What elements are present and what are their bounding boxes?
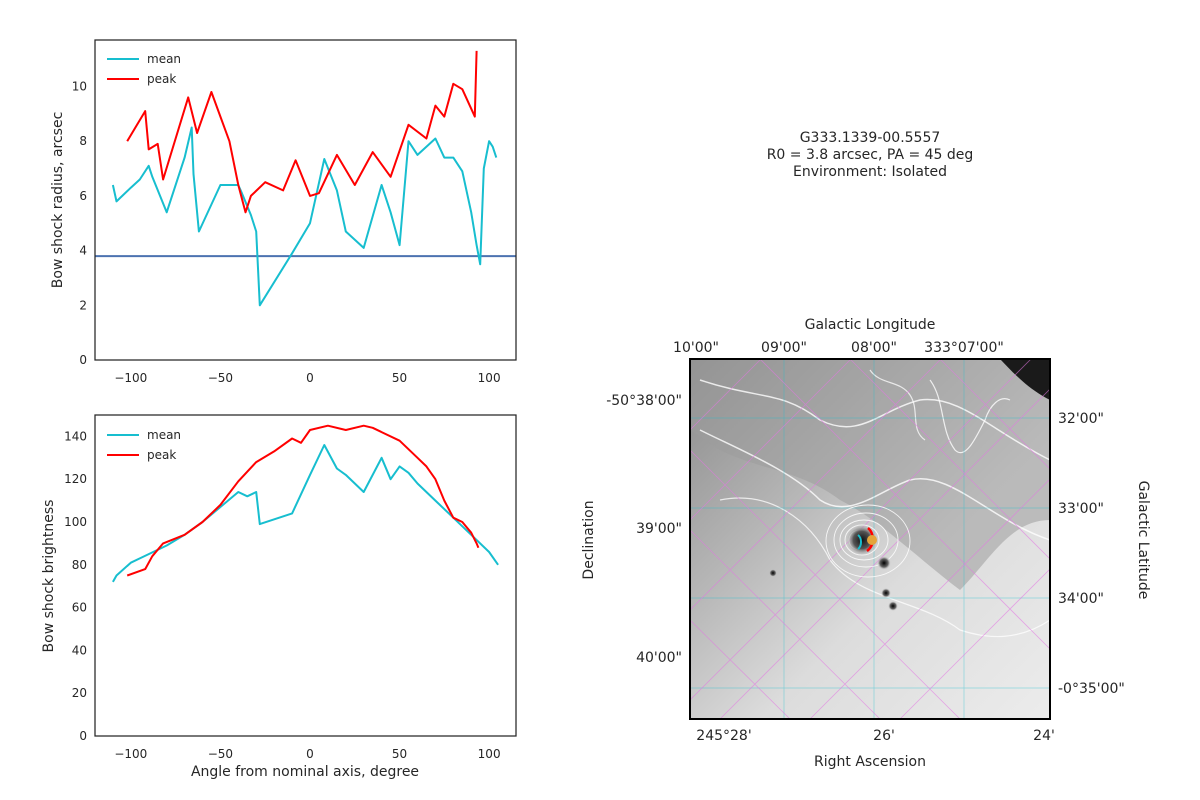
sky-title: G333.1339-00.5557 R0 = 3.8 arcsec, PA = … bbox=[767, 130, 974, 180]
sky-corner-dark bbox=[1000, 359, 1050, 400]
sky-bottom-tick: 26' bbox=[873, 728, 895, 744]
legend-peak-label: peak bbox=[147, 448, 176, 462]
sky-ra-label: Right Ascension bbox=[814, 754, 926, 770]
sky-image bbox=[690, 359, 1050, 719]
sky-left-tick: 40'00" bbox=[636, 650, 682, 666]
y-tick-label: 4 bbox=[79, 244, 87, 258]
sky-top-tick: 10'00" bbox=[673, 340, 719, 356]
bow-shock-mean-arc bbox=[857, 534, 862, 550]
contour-3 bbox=[719, 497, 1050, 638]
x-tick-label: 100 bbox=[478, 747, 501, 761]
sky-left-tick: -50°38'00" bbox=[606, 393, 682, 409]
legend-mean-label: mean bbox=[147, 52, 181, 66]
sky-top-tick: 09'00" bbox=[761, 340, 807, 356]
sky-title-line-2: R0 = 3.8 arcsec, PA = 45 deg bbox=[767, 147, 974, 163]
y-tick-label: 0 bbox=[79, 353, 87, 367]
sky-glat-label: Galactic Latitude bbox=[1135, 481, 1151, 600]
brightness-chart bbox=[112, 424, 499, 583]
x-tick-label: −50 bbox=[208, 371, 233, 385]
sky-top-tick: 08'00" bbox=[851, 340, 897, 356]
y-tick-label: 8 bbox=[79, 134, 87, 148]
x-tick-label: 0 bbox=[306, 371, 314, 385]
y-tick-label: 120 bbox=[64, 472, 87, 486]
brightness-chart-xlabel: Angle from nominal axis, degree bbox=[191, 764, 419, 780]
point-source-1 bbox=[877, 556, 891, 570]
sky-title-line-3: Environment: Isolated bbox=[793, 164, 947, 180]
y-tick-label: 0 bbox=[79, 729, 87, 743]
series-mean-line bbox=[112, 444, 499, 583]
y-tick-label: 6 bbox=[79, 189, 87, 203]
brightness-chart-legend: mean peak bbox=[107, 428, 181, 462]
sky-dark-region bbox=[690, 359, 1050, 590]
legend-peak-label: peak bbox=[147, 72, 176, 86]
contour-4 bbox=[929, 379, 1011, 454]
sky-glon-label: Galactic Longitude bbox=[805, 317, 936, 333]
legend-mean-label: mean bbox=[147, 428, 181, 442]
sky-frame bbox=[689, 358, 1051, 720]
sky-dec-label: Declination bbox=[581, 500, 597, 579]
sky-bottom-tick: 24' bbox=[1033, 728, 1055, 744]
brightness-chart-ylabel: Bow shock brightness bbox=[41, 500, 57, 653]
x-tick-label: 50 bbox=[392, 371, 407, 385]
x-tick-label: −100 bbox=[114, 747, 147, 761]
point-source-3 bbox=[888, 601, 898, 611]
x-tick-label: −100 bbox=[114, 371, 147, 385]
sky-title-line-1: G333.1339-00.5557 bbox=[800, 130, 941, 146]
y-tick-label: 60 bbox=[72, 601, 87, 615]
radius-chart-frame bbox=[94, 39, 517, 361]
sky-left-tick: 39'00" bbox=[636, 521, 682, 537]
sky-bottom-tick: 245°28' bbox=[696, 728, 751, 744]
sky-right-tick: 33'00" bbox=[1058, 501, 1104, 517]
y-tick-label: 80 bbox=[72, 558, 87, 572]
x-tick-label: 0 bbox=[306, 747, 314, 761]
y-tick-label: 140 bbox=[64, 429, 87, 443]
radius-chart bbox=[95, 50, 516, 307]
series-mean-line bbox=[111, 126, 498, 307]
radius-chart-ylabel: Bow shock radius, arcsec bbox=[50, 112, 66, 289]
star-marker bbox=[867, 535, 877, 545]
radius-chart-legend: mean peak bbox=[107, 52, 181, 86]
point-source-2 bbox=[881, 588, 891, 598]
sky-right-tick: 32'00" bbox=[1058, 411, 1104, 427]
y-tick-label: 40 bbox=[72, 643, 87, 657]
sky-right-tick: 34'00" bbox=[1058, 591, 1104, 607]
y-tick-label: 100 bbox=[64, 515, 87, 529]
y-tick-label: 10 bbox=[72, 79, 87, 93]
brightness-chart-frame bbox=[94, 414, 517, 737]
point-source-4 bbox=[769, 569, 777, 577]
series-peak-line bbox=[126, 424, 480, 577]
y-tick-label: 2 bbox=[79, 298, 87, 312]
sky-top-tick: 333°07'00" bbox=[924, 340, 1004, 356]
series-peak-line bbox=[126, 50, 478, 214]
y-tick-label: 20 bbox=[72, 686, 87, 700]
contour-1 bbox=[699, 379, 1050, 461]
x-tick-label: 50 bbox=[392, 747, 407, 761]
x-tick-label: 100 bbox=[478, 371, 501, 385]
contour-2 bbox=[699, 429, 1050, 541]
x-tick-label: −50 bbox=[208, 747, 233, 761]
contour-5 bbox=[869, 369, 926, 441]
sky-right-tick: -0°35'00" bbox=[1058, 681, 1125, 697]
